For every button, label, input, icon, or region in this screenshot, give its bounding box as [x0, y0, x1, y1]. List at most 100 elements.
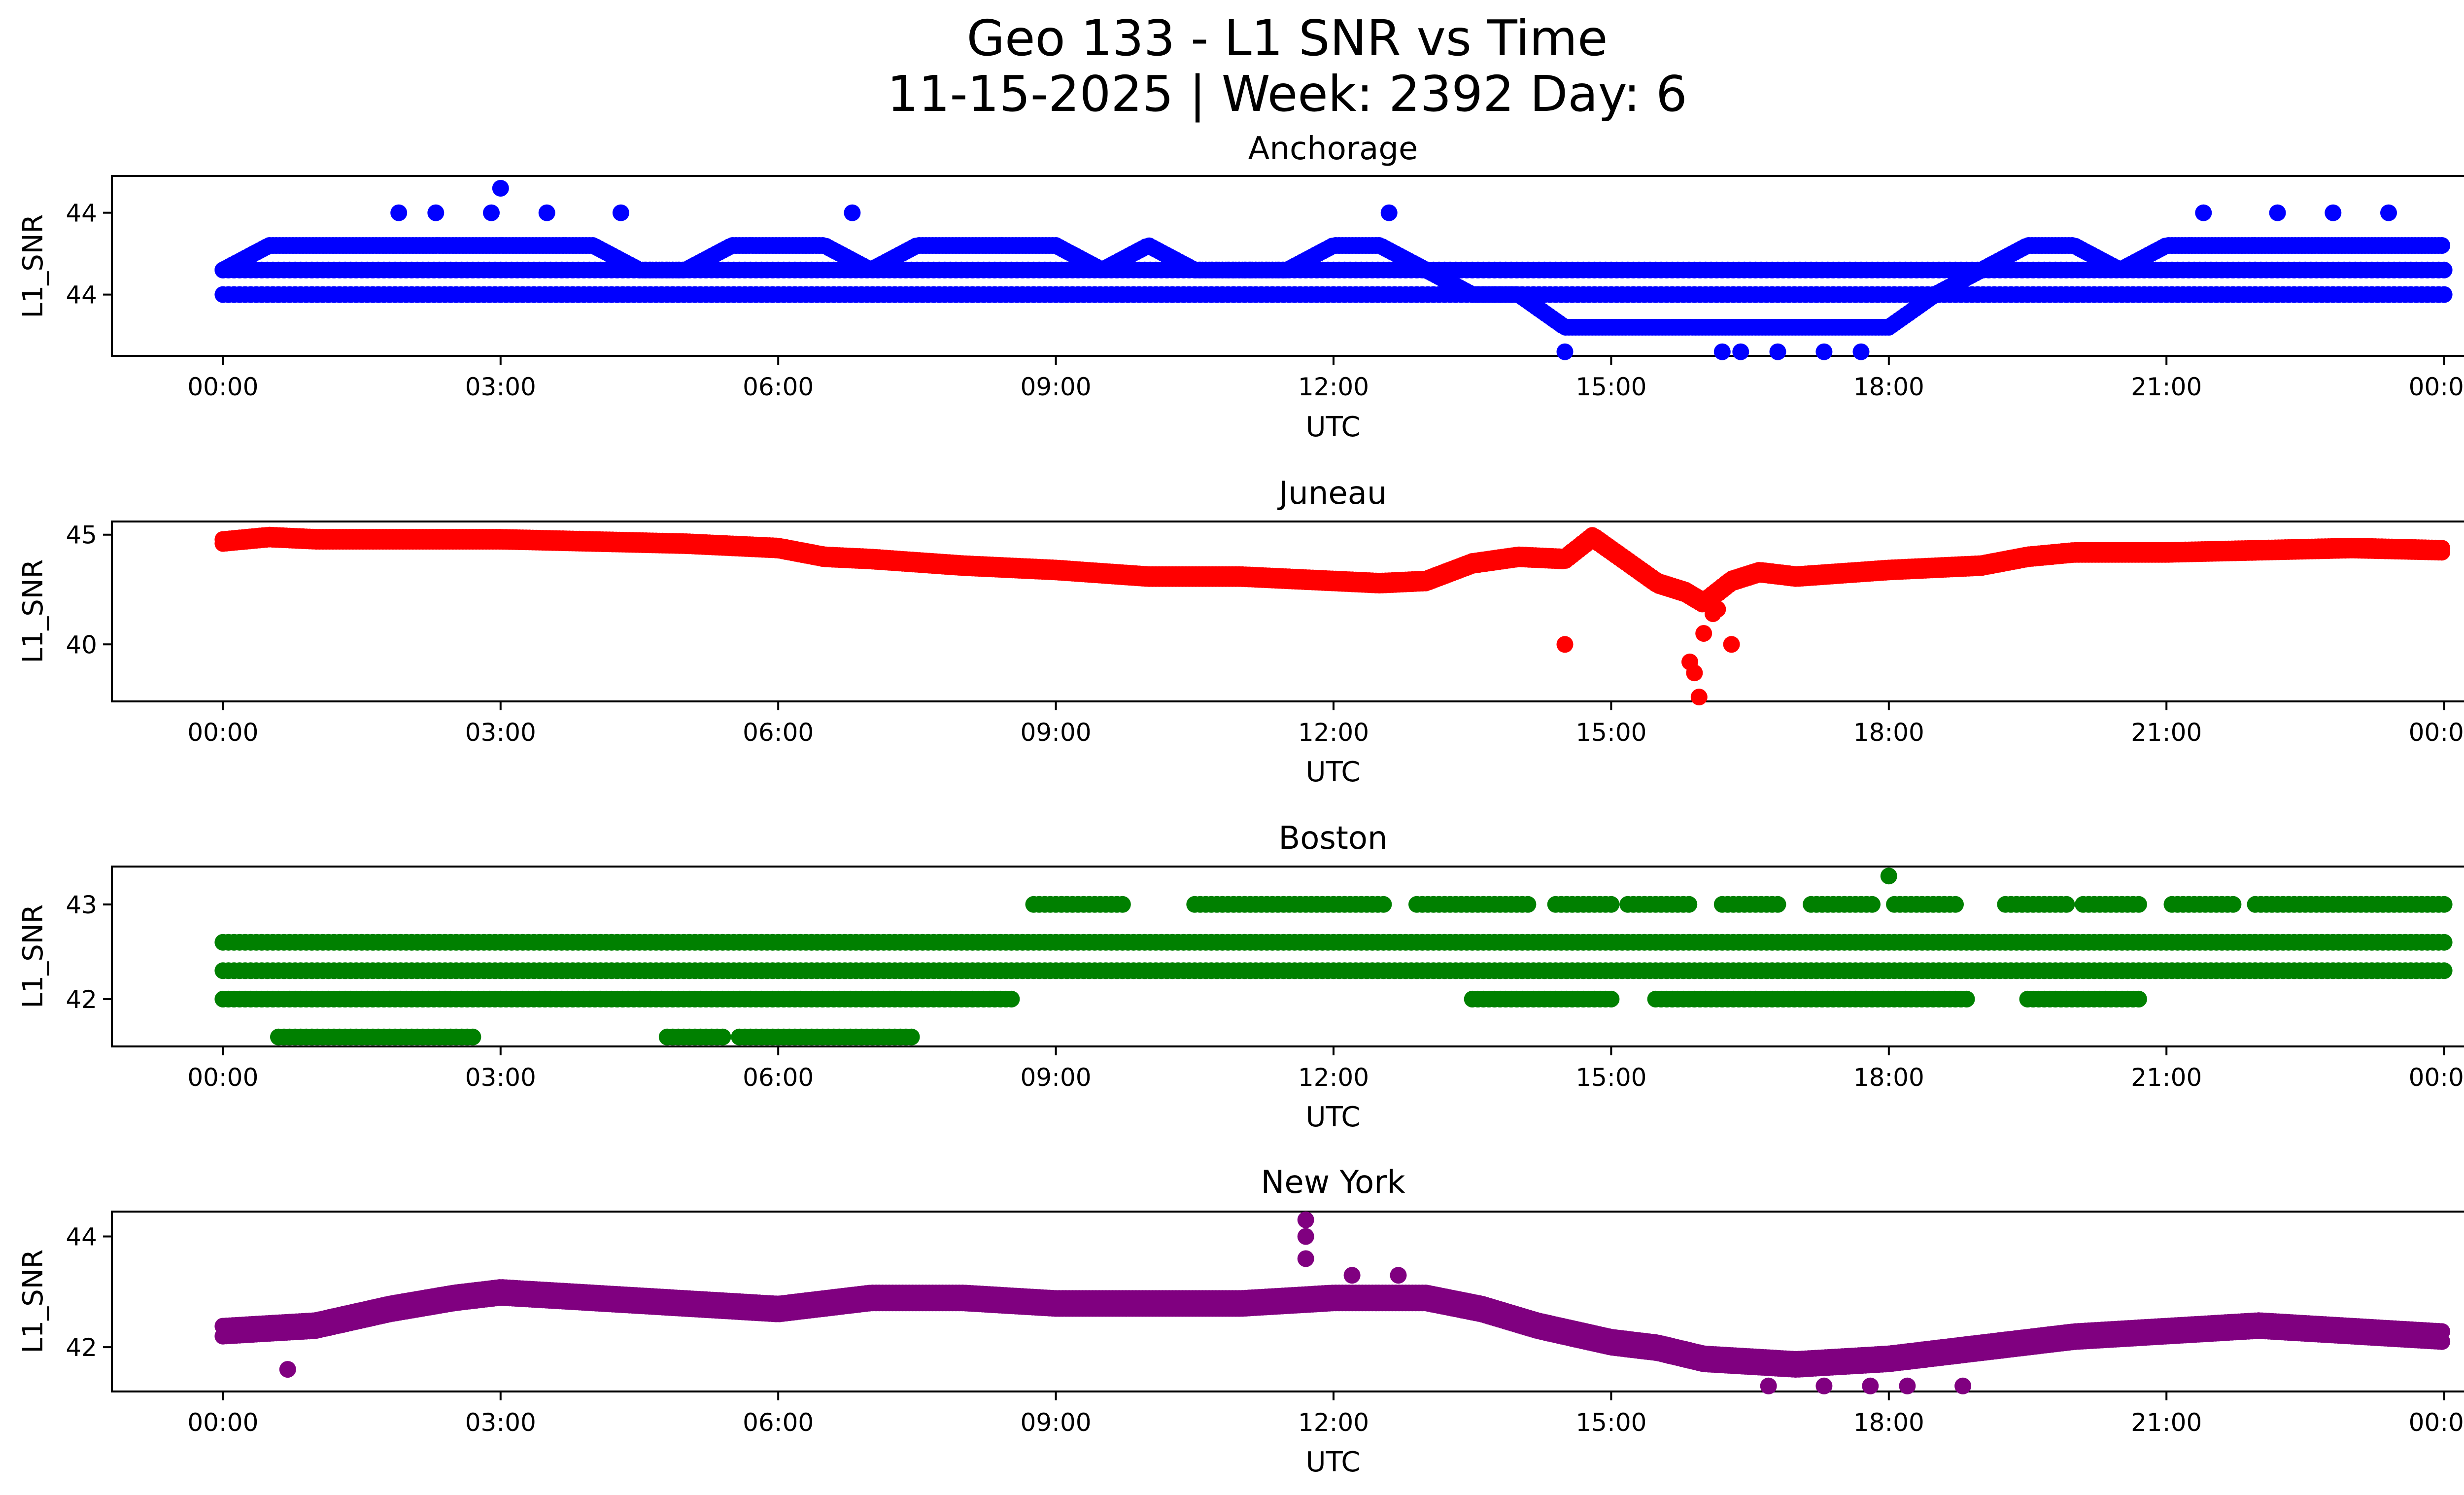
data-point	[2058, 896, 2075, 913]
series-layer	[214, 868, 2453, 1045]
series-layer	[214, 179, 2453, 360]
x-tick-label: 21:00	[2131, 1063, 2202, 1092]
x-tick-label: 12:00	[1298, 1063, 1369, 1092]
outlier-point	[2269, 204, 2286, 221]
outlier-point	[390, 204, 408, 221]
panel-juneau: Juneau UTC L1_SNR 00:00 03:00 06:00 09:00 12…	[17, 475, 2464, 788]
panel-new-york: New York UTC L1_SNR 00:00 03:00 06:00 09:00…	[17, 1164, 2464, 1478]
x-tick-label: 21:00	[2131, 373, 2202, 401]
x-tick-label: 00:00	[2409, 1063, 2464, 1092]
x-tick-label: 09:00	[1021, 373, 1092, 401]
outlier-point	[612, 204, 629, 221]
x-axis-label: UTC	[1305, 411, 1360, 443]
data-point	[1375, 896, 1392, 913]
x-axis-label: UTC	[1305, 1446, 1360, 1478]
data-point	[2433, 540, 2451, 557]
data-point	[1003, 990, 1020, 1008]
x-tick-label: 18:00	[1853, 1063, 1924, 1092]
data-point	[2435, 261, 2453, 278]
data-point	[2130, 896, 2147, 913]
x-tick-label: 09:00	[1021, 1063, 1092, 1092]
x-tick-label: 06:00	[743, 718, 814, 747]
y-tick-label: 45	[66, 521, 97, 550]
x-tick-label: 21:00	[2131, 718, 2202, 747]
data-point	[1958, 990, 1975, 1008]
panel-title: New York	[1261, 1164, 1405, 1201]
x-tick-label: 00:00	[187, 373, 258, 401]
x-tick-label: 00:00	[187, 1063, 258, 1092]
x-axis-label: UTC	[1305, 1101, 1360, 1133]
outlier-point	[483, 204, 500, 221]
x-tick-label: 03:00	[465, 1063, 536, 1092]
data-point	[2433, 237, 2451, 254]
data-point	[1947, 896, 1964, 913]
outlier-point	[1686, 664, 1703, 682]
outlier-point	[1709, 601, 1726, 618]
panel-title: Juneau	[1277, 475, 1387, 512]
x-tick-label: 00:00	[2409, 373, 2464, 401]
x-tick-label: 09:00	[1021, 718, 1092, 747]
data-point	[1603, 990, 1620, 1008]
outlier-point	[2380, 204, 2397, 221]
x-tick-label: 15:00	[1575, 718, 1646, 747]
x-tick-label: 18:00	[1853, 718, 1924, 747]
outlier-point	[427, 204, 445, 221]
y-tick-label: 42	[66, 985, 97, 1014]
data-point	[1519, 896, 1537, 913]
x-tick-label: 00:00	[2409, 718, 2464, 747]
outlier-point	[1769, 343, 1786, 360]
plot-frame	[111, 866, 2464, 1047]
y-axis-label: L1_SNR	[17, 904, 49, 1008]
outlier-point	[2195, 204, 2212, 221]
outlier-point	[1695, 625, 1712, 642]
y-tick-label: 44	[66, 199, 97, 228]
data-point	[2435, 934, 2453, 951]
data-point	[2435, 962, 2453, 979]
outlier-point	[1713, 343, 1731, 360]
data-point	[1680, 896, 1698, 913]
panel-title: Anchorage	[1248, 131, 1418, 167]
data-point	[464, 1028, 481, 1045]
x-tick-label: 06:00	[743, 1063, 814, 1092]
outlier-point	[538, 204, 555, 221]
x-tick-label: 03:00	[465, 373, 536, 401]
tick-layer: 00:00 03:00 06:00 09:00 12:00 15:00 18:00 21:00…	[66, 199, 2464, 401]
x-tick-label: 12:00	[1298, 718, 1369, 747]
x-tick-label: 18:00	[1853, 373, 1924, 401]
outlier-point	[1556, 343, 1574, 360]
data-point	[1769, 896, 1786, 913]
x-tick-label: 00:00	[187, 718, 258, 747]
x-axis-label: UTC	[1305, 756, 1360, 788]
data-point	[1114, 896, 1131, 913]
panel-boston: Boston UTC L1_SNR 00:00 03:00 06:00 09:00 12…	[17, 820, 2464, 1133]
outlier-point	[1852, 343, 1870, 360]
data-point	[2224, 896, 2242, 913]
series-layer	[214, 1211, 2451, 1394]
y-tick-label: 40	[66, 630, 97, 659]
outlier-point	[1380, 204, 1398, 221]
figure-title-line2: 11-15-2025 | Week: 2392 Day: 6	[887, 65, 1687, 123]
data-point	[1603, 896, 1620, 913]
y-tick-label: 44	[66, 281, 97, 310]
outlier-point	[1723, 636, 1740, 653]
outlier-point	[1815, 343, 1833, 360]
x-tick-label: 06:00	[743, 373, 814, 401]
x-tick-label: 12:00	[1298, 373, 1369, 401]
outlier-point	[492, 179, 509, 197]
x-tick-label: 15:00	[1575, 373, 1646, 401]
outlier-point	[1880, 868, 1897, 885]
y-axis-label: L1_SNR	[17, 214, 49, 318]
y-axis-label: L1_SNR	[17, 559, 49, 663]
data-point	[1864, 896, 1881, 913]
series-layer	[214, 526, 2451, 706]
data-point	[2435, 896, 2453, 913]
figure-title-line1: Geo 133 - L1 SNR vs Time	[967, 9, 1608, 67]
data-point	[903, 1028, 920, 1045]
panel-title: Boston	[1278, 820, 1387, 857]
data-point	[2435, 286, 2453, 303]
x-tick-label: 15:00	[1575, 1063, 1646, 1092]
outlier-point	[2325, 204, 2342, 221]
x-tick-label: 03:00	[465, 718, 536, 747]
y-axis-label: L1_SNR	[17, 1249, 49, 1353]
